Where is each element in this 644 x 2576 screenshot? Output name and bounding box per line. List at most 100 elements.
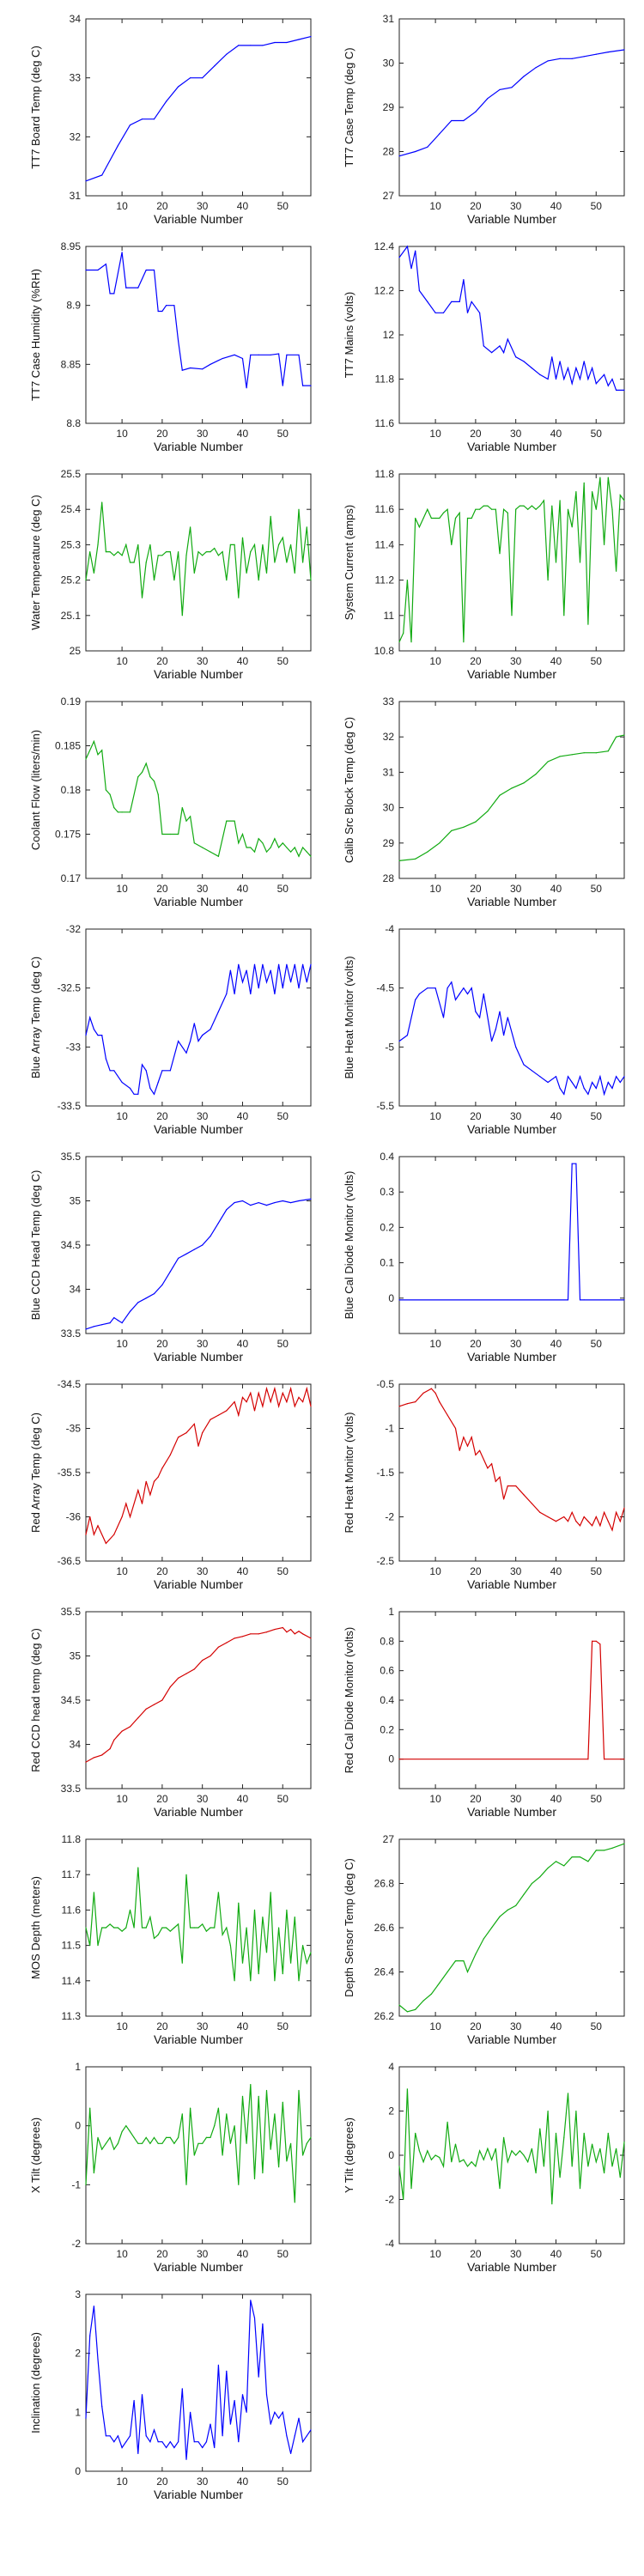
data-point (121, 555, 123, 556)
data-point (406, 1403, 408, 1405)
data-point (286, 1909, 288, 1911)
data-point (463, 119, 465, 122)
data-point (466, 1445, 469, 1447)
y-tick-label: 31 (383, 13, 395, 25)
data-point (298, 1980, 300, 1982)
data-point (246, 2142, 247, 2144)
data-point (234, 993, 235, 995)
data-point (226, 820, 228, 822)
x-tick-label: 30 (510, 1338, 522, 1350)
data-point (265, 1205, 268, 1206)
y-tick-label: 27 (383, 190, 395, 202)
data-point (483, 1938, 484, 1940)
data-point (439, 1401, 440, 1403)
data-point (262, 45, 264, 46)
x-axis-label: Variable Number (154, 2488, 243, 2501)
data-point (434, 1392, 436, 1394)
data-point (217, 1646, 219, 1648)
data-point (571, 1081, 573, 1084)
data-point (101, 1035, 103, 1036)
x-tick-label: 10 (429, 428, 441, 440)
x-tick-label: 30 (197, 1338, 209, 1350)
data-point (599, 378, 601, 380)
data-point (113, 555, 115, 556)
x-tick-label: 10 (429, 2020, 441, 2032)
data-point (571, 526, 573, 528)
data-point (141, 2142, 143, 2144)
data-point (109, 2136, 111, 2138)
y-tick-label: 25.1 (61, 610, 82, 622)
y-tick-label: 8.95 (61, 240, 82, 252)
data-point (587, 1861, 589, 1862)
data-point (137, 2452, 139, 2454)
data-point (398, 1040, 400, 1042)
data-point (491, 1040, 493, 1042)
data-point (238, 2184, 240, 2185)
data-point (185, 2458, 187, 2460)
series-line (398, 1388, 625, 1532)
y-tick-label: -4 (385, 923, 394, 935)
data-point (229, 969, 231, 971)
data-point (265, 2394, 268, 2396)
y-tick-label: 35 (70, 1650, 82, 1662)
data-point (499, 2188, 501, 2190)
data-point (290, 544, 292, 546)
data-point (427, 987, 428, 989)
series-line (85, 1198, 312, 1330)
data-point (157, 555, 159, 556)
chart-panel: 10 20 30 40 50 33.5 34 34.5 35 35.5 Variable Numbe… (29, 1606, 312, 1819)
data-point (161, 1070, 163, 1072)
y-tick-label: -4 (385, 2238, 394, 2250)
data-point (133, 2136, 135, 2138)
y-tick-label: 0.6 (380, 1665, 394, 1677)
y-tick-label: 11.6 (375, 503, 395, 515)
x-tick-label: 20 (470, 883, 482, 895)
data-point (202, 555, 204, 556)
y-tick-label: 12.4 (374, 240, 395, 252)
data-point (607, 1521, 609, 1522)
y-tick-label: 0.2 (380, 1723, 394, 1735)
y-tick-label: 11.4 (62, 1975, 82, 1987)
data-point (290, 2142, 292, 2144)
data-point (599, 1525, 601, 1527)
x-tick-label: 50 (591, 2020, 603, 2032)
x-tick-label: 10 (429, 655, 441, 667)
plot-frame (85, 1611, 312, 1789)
x-tick-label: 50 (591, 1793, 603, 1805)
y-tick-label: 28 (383, 146, 395, 158)
data-point (238, 963, 240, 965)
data-point (141, 1064, 143, 1066)
x-axis-label: Variable Number (154, 895, 243, 908)
data-point (495, 1029, 496, 1030)
data-point (217, 1222, 219, 1224)
data-point (250, 2084, 252, 2086)
x-tick-label: 20 (156, 2020, 168, 2032)
data-point (415, 517, 416, 519)
data-point (141, 771, 143, 774)
data-point (265, 1388, 268, 1389)
data-point (121, 811, 123, 813)
data-point (310, 963, 312, 965)
x-tick-label: 40 (550, 1110, 562, 1122)
data-point (125, 1927, 127, 1929)
data-point (454, 2143, 457, 2145)
data-point (202, 847, 204, 848)
y-axis-label: TT7 Board Temp (deg C) (29, 46, 42, 169)
data-point (571, 1511, 573, 1513)
data-point (193, 1423, 195, 1425)
data-point (270, 2423, 271, 2425)
data-point (265, 1631, 268, 1633)
data-point (153, 1293, 155, 1295)
x-tick-label: 30 (197, 2248, 209, 2260)
data-point (487, 505, 489, 507)
data-point (616, 1076, 617, 1078)
y-tick-label: 31 (70, 190, 82, 202)
y-axis-label: X Tilt (degrees) (29, 2117, 42, 2193)
x-tick-label: 10 (116, 428, 128, 440)
data-point (197, 1445, 199, 1447)
data-point (415, 999, 416, 1000)
data-point (241, 2394, 244, 2396)
data-point (611, 1847, 613, 1849)
y-axis-label: Blue Array Temp (deg C) (29, 957, 42, 1078)
chart-panel: 10 20 30 40 50 8.8 8.85 8.9 8.95 Variable Number T… (29, 240, 312, 453)
